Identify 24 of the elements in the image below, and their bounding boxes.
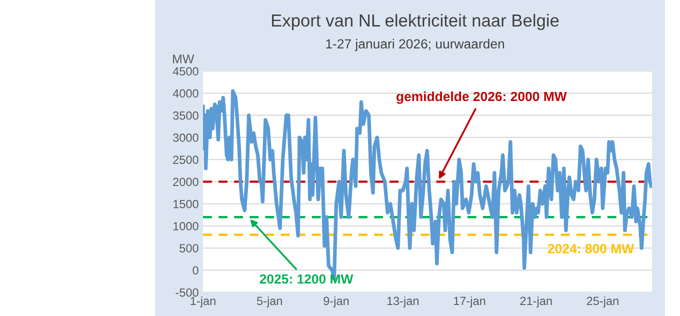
y-tick-label: 3000	[173, 133, 198, 142]
chart-subtitle: 1-27 januari 2026; uurwaarden	[326, 38, 504, 52]
x-tick-label: 21-jan	[520, 296, 552, 308]
x-tick-label: 17-jan	[454, 296, 486, 308]
y-tick-label: 0	[192, 266, 198, 275]
chart-title: Export van NL elektriciteit naar Belgie	[272, 14, 559, 30]
y-tick-label: 500	[180, 244, 198, 252]
x-tick-label: 25-jan	[586, 296, 618, 308]
y-tick-label: 4000	[172, 89, 198, 98]
y-tick-label: 1000	[173, 222, 198, 230]
x-tick-label: 5-jan	[256, 296, 282, 308]
y-tick-label: 2500	[173, 156, 198, 164]
x-tick-label: 9-jan	[324, 296, 349, 308]
annotation: 2025: 1200 MW	[260, 274, 354, 284]
y-tick-label: -500	[176, 288, 198, 297]
y-tick-label: 2000	[173, 178, 198, 186]
ref-line-label: 2024: 800 MW	[548, 244, 634, 254]
y-tick-label: 3500	[173, 111, 198, 120]
x-tick-label: 13-jan	[387, 296, 419, 308]
x-tick-label: 1-jan	[190, 296, 216, 308]
annotation: gemiddelde 2026: 2000 MW	[396, 91, 567, 104]
y-axis-title: MW	[173, 54, 194, 64]
y-tick-label: 4500	[172, 67, 198, 76]
y-tick-label: 1500	[173, 200, 198, 208]
